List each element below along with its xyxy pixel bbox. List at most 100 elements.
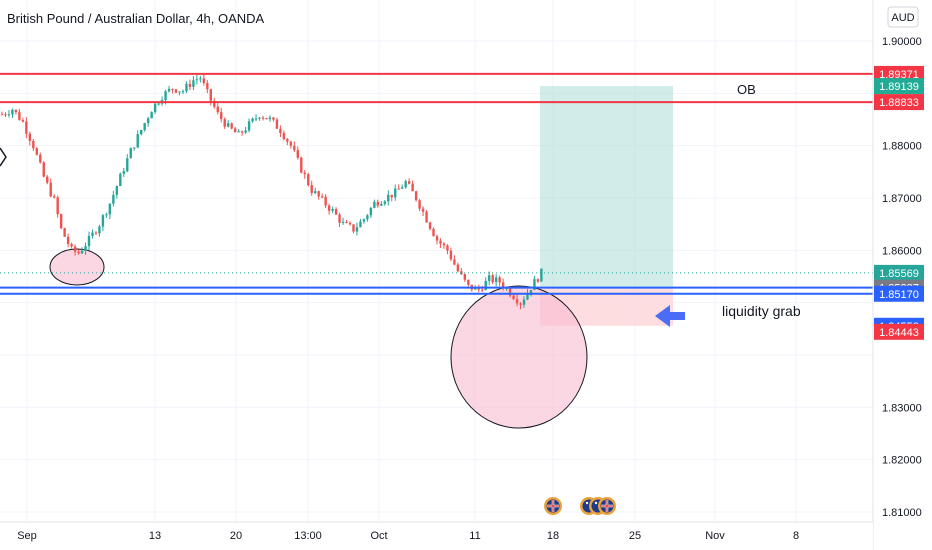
candle-body (181, 91, 185, 93)
candle-body (174, 89, 178, 93)
candle-body (380, 203, 383, 206)
time-tick-label: 13:00 (294, 530, 322, 542)
candle-body (352, 224, 355, 232)
arrow-left-icon (655, 305, 685, 327)
candle-body (115, 186, 119, 195)
candle-body (199, 78, 202, 80)
candle-body (362, 219, 366, 222)
candle-body (227, 123, 230, 127)
candle-body (407, 181, 411, 184)
price-tick-label: 1.86000 (882, 245, 922, 257)
candle-body (404, 181, 407, 188)
price-tag-label: 1.88833 (879, 97, 919, 109)
candle-body (279, 128, 282, 134)
horizontal-levels[interactable] (0, 72, 873, 295)
candle-body (32, 140, 35, 149)
candle-body (494, 277, 498, 283)
time-tick-label: Oct (370, 530, 387, 542)
candle-body (80, 250, 84, 254)
candle-body (133, 147, 136, 149)
candle-body (286, 139, 289, 142)
candle-body (359, 221, 362, 228)
candle-body (348, 222, 352, 225)
candle-body (491, 275, 494, 283)
candle-body (366, 215, 369, 220)
candle-body (4, 114, 7, 116)
candle-body (202, 78, 206, 84)
candle-body (401, 187, 404, 189)
time-tick-label: 8 (793, 530, 799, 542)
highlight-ellipses (49, 248, 588, 429)
candle-body (220, 112, 223, 120)
candle-body (373, 201, 376, 208)
time-axis[interactable] (0, 522, 873, 550)
candle-body (244, 130, 247, 133)
candle-body (206, 83, 209, 90)
candle-body (519, 303, 522, 305)
candle-body (171, 88, 174, 90)
time-tick-label: Nov (705, 530, 725, 542)
candle-body (355, 227, 359, 232)
candle-body (53, 196, 56, 198)
candle-body (383, 201, 386, 204)
candle-body (435, 236, 439, 241)
candle-body (522, 299, 526, 305)
candle-body (21, 119, 25, 122)
price-tick-label: 1.81000 (882, 507, 922, 519)
candle-body (300, 157, 303, 173)
candle-body (515, 299, 519, 304)
candle-body (77, 251, 80, 254)
currency-badge[interactable]: AUD (887, 6, 919, 28)
candle-body (94, 232, 98, 234)
candle-body (98, 226, 101, 234)
candle-body (317, 191, 320, 197)
candle-body (167, 88, 171, 92)
candle-body (164, 91, 167, 101)
candle-body (213, 100, 216, 107)
candle-body (303, 172, 306, 175)
candle-body (223, 119, 226, 127)
price-tag-label: 1.89139 (879, 81, 919, 93)
price-tag-label: 1.85170 (879, 289, 919, 301)
time-tick-label: 25 (629, 530, 641, 542)
candle-body (108, 203, 112, 215)
chevron-left-marker-icon (0, 147, 7, 167)
candle-body (488, 275, 491, 281)
candle-body (233, 128, 237, 133)
candle-body (261, 117, 265, 119)
candle-body (282, 133, 286, 140)
uk-flag-event-icon[interactable] (544, 497, 562, 515)
price-tag-label: 1.84443 (879, 327, 919, 339)
candle-body (334, 209, 338, 215)
candle-body (501, 282, 505, 288)
candle-body (456, 264, 460, 272)
candle-body (136, 134, 139, 148)
candle-body (59, 214, 63, 229)
symbol-title[interactable]: British Pound / Australian Dollar, 4h, O… (7, 11, 265, 26)
candle-body (39, 154, 42, 163)
candle-body (338, 214, 341, 223)
liquidity-grab-label: liquidity grab (722, 303, 801, 319)
price-tick-label: 1.90000 (882, 36, 922, 48)
candle-body (536, 279, 540, 282)
candle-body (84, 246, 87, 251)
uk-flag-event-icon-2[interactable] (598, 497, 616, 515)
candle-body (49, 182, 52, 197)
time-tick-label: 18 (547, 530, 559, 542)
candle-body (251, 118, 254, 122)
candle-body (376, 201, 380, 206)
candle-body (369, 207, 373, 216)
candle-body (153, 103, 157, 113)
candle-body (216, 106, 219, 113)
candle-body (150, 112, 153, 119)
time-axis-ticks: Sep 13 20 13:00 Oct 11 18 25 Nov 8 (17, 530, 799, 542)
candle-body (105, 214, 108, 216)
candle-body (540, 268, 543, 282)
candle-body (310, 185, 313, 193)
candle-body (195, 79, 199, 81)
candle-body (192, 80, 195, 87)
event-icons[interactable] (544, 497, 616, 515)
candle-body (91, 232, 94, 236)
candle-body (0, 114, 4, 116)
